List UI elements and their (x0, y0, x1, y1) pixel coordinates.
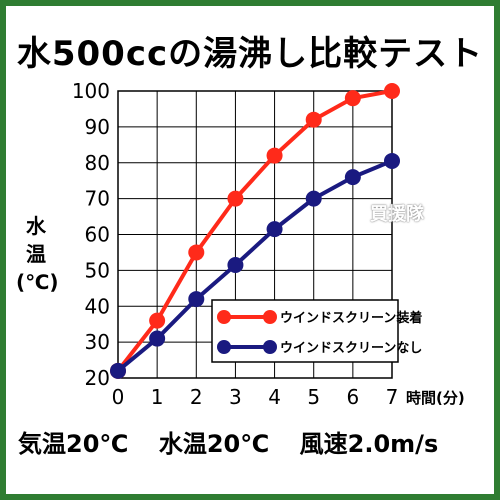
y-tick-label: 20 (85, 366, 110, 390)
data-point (266, 147, 283, 164)
y-tick-label: 100 (72, 79, 110, 103)
data-point (266, 221, 283, 238)
legend-swatch-marker (217, 340, 231, 354)
y-tick-label: 60 (85, 223, 110, 247)
water-temp-condition: 水温20℃ (158, 430, 270, 458)
chart-title: 水500ccの湯沸し比較テスト (16, 34, 484, 74)
x-tick-label: 4 (268, 385, 281, 409)
test-conditions: 気温20℃ 水温20℃ 風速2.0m/s (18, 424, 488, 459)
data-point (227, 190, 244, 207)
legend-entry-label: ウインドスクリーン装着 (280, 310, 422, 326)
y-axis-label: 水 温 (℃) (16, 212, 59, 296)
legend-entry-label: ウインドスクリーンなし (280, 341, 422, 356)
data-point (188, 291, 205, 308)
y-tick-label: 70 (85, 187, 110, 211)
data-point (344, 169, 361, 186)
x-tick-label: 7 (386, 385, 399, 409)
legend-swatch-marker (263, 310, 277, 324)
data-point (110, 362, 126, 379)
data-point (384, 83, 400, 99)
y-axis-label-line: (℃) (16, 270, 59, 294)
y-tick-label: 30 (85, 330, 110, 354)
watermark-text: 買援隊 (370, 204, 424, 225)
data-point (149, 312, 166, 329)
data-point (305, 111, 322, 128)
air-temp-condition: 気温20℃ (18, 430, 129, 458)
data-point (384, 152, 400, 169)
x-tick-label: 1 (151, 385, 164, 409)
y-tick-label: 80 (85, 151, 110, 175)
data-point (227, 256, 244, 273)
wind-speed-condition: 風速2.0m/s (299, 430, 439, 458)
y-tick-label: 90 (85, 115, 110, 139)
legend-swatch-marker (217, 310, 231, 324)
x-tick-label: 5 (307, 385, 320, 409)
y-tick-label: 50 (85, 258, 110, 282)
data-point (344, 90, 361, 107)
x-axis-label: 時間(分) (406, 389, 465, 407)
data-point (305, 190, 322, 207)
x-tick-label: 0 (112, 385, 125, 409)
x-tick-label: 6 (346, 385, 359, 409)
y-axis-label-line: 温 (26, 242, 46, 266)
y-axis-label-line: 水 (26, 214, 46, 238)
legend-box (211, 299, 399, 363)
y-tick-label: 40 (85, 294, 110, 318)
x-tick-label: 2 (190, 385, 203, 409)
legend-swatch-marker (263, 340, 277, 354)
x-tick-label: 3 (229, 385, 242, 409)
data-point (188, 244, 205, 261)
data-point (149, 330, 166, 347)
